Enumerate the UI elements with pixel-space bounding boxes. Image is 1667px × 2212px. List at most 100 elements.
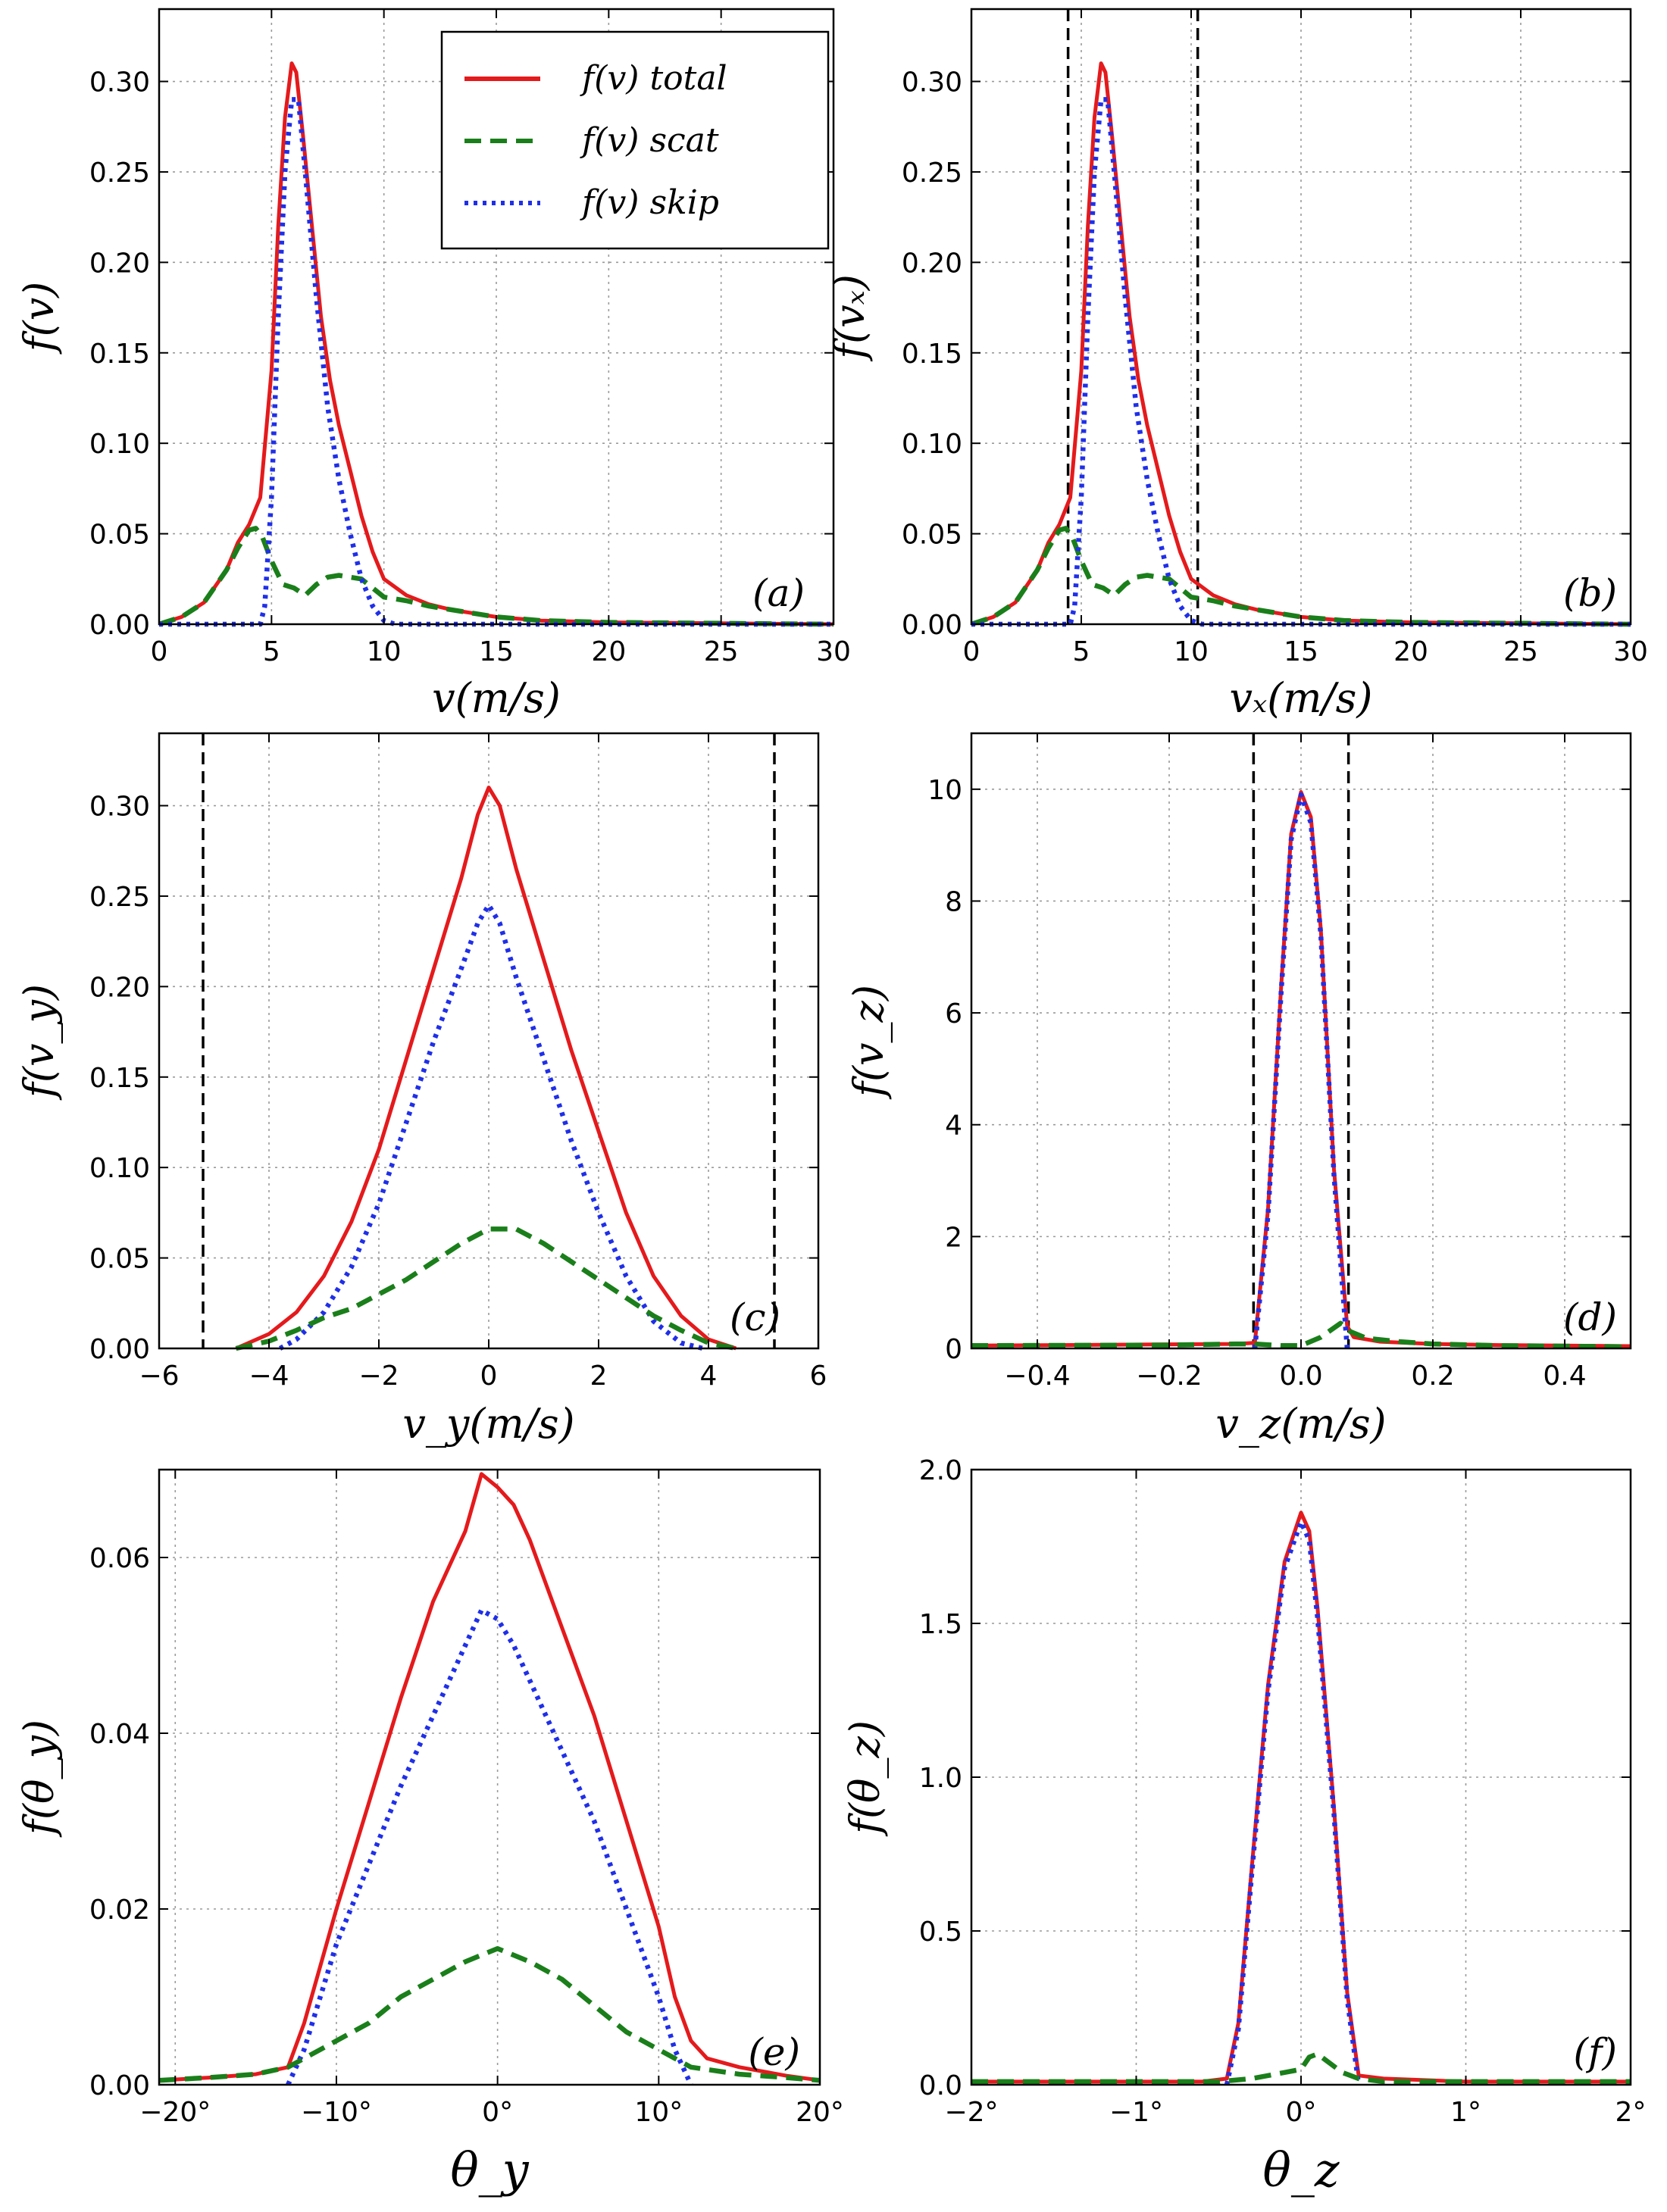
x-tick-label-b-3: 15 bbox=[1284, 636, 1318, 667]
series-e bbox=[158, 1472, 821, 2086]
series-scat-d bbox=[971, 1320, 1631, 1350]
y-tick-label-a-1: 0.05 bbox=[89, 520, 150, 551]
y-tick-label-c-0: 0.00 bbox=[89, 1334, 150, 1365]
ticks-c: −6 −4 −2 0 2 4 6 0.00 0.05 0.10 0.15 0.20 0.25 0.30 bbox=[89, 733, 827, 1392]
series-skip-e bbox=[286, 1607, 693, 2086]
series-skip-c bbox=[278, 902, 704, 1351]
y-tick-label-b-6: 0.30 bbox=[902, 67, 962, 98]
x-axis-label-a: v(m/s) bbox=[432, 674, 561, 722]
y-tick-label-a-2: 0.10 bbox=[89, 429, 150, 460]
y-tick-label-c-2: 0.10 bbox=[89, 1153, 150, 1184]
x-tick-label-c-4: 2 bbox=[590, 1361, 608, 1392]
series-scat-e bbox=[158, 1945, 821, 2083]
x-tick-label-c-2: −2 bbox=[358, 1361, 399, 1392]
y-tick-label-c-4: 0.20 bbox=[89, 972, 150, 1003]
ticks-b: 0 5 10 15 20 25 30 0.00 0.05 0.10 0.15 0.20 0.25 0.30 bbox=[902, 9, 1648, 667]
legend-label-skip: f(v) skip bbox=[580, 183, 719, 222]
series-total-b bbox=[971, 61, 1631, 626]
panel-label-f: (f) bbox=[1573, 2030, 1617, 2074]
panel-d: −0.4 −0.2 0.0 0.2 0.4 0 2 4 6 8 10 v_z(m/s) f(v_z)… bbox=[845, 732, 1632, 1448]
x-axis-label-f: θ_z bbox=[1263, 2142, 1340, 2198]
x-tick-label-b-2: 10 bbox=[1174, 636, 1209, 667]
grid-c bbox=[159, 733, 818, 1348]
x-tick-label-b-5: 25 bbox=[1503, 636, 1538, 667]
x-axis-label-b: vₓ(m/s) bbox=[1230, 674, 1373, 722]
x-tick-label-f-3: 1° bbox=[1450, 2097, 1481, 2128]
panel-label-e: (e) bbox=[748, 2030, 800, 2074]
legend-label-scat: f(v) scat bbox=[580, 121, 719, 160]
x-tick-label-f-1: −1° bbox=[1109, 2097, 1163, 2128]
x-tick-label-b-6: 30 bbox=[1613, 636, 1648, 667]
x-tick-label-c-0: −6 bbox=[139, 1361, 179, 1392]
y-tick-label-a-5: 0.25 bbox=[89, 158, 150, 189]
x-tick-label-a-0: 0 bbox=[151, 636, 168, 667]
x-tick-label-c-6: 6 bbox=[810, 1361, 827, 1392]
x-tick-label-a-2: 10 bbox=[367, 636, 402, 667]
x-axis-label-e: θ_y bbox=[450, 2142, 529, 2198]
series-total-c bbox=[235, 786, 737, 1351]
x-axis-label-d: v_z(m/s) bbox=[1215, 1400, 1386, 1448]
panel-b: 0 5 10 15 20 25 30 0.00 0.05 0.10 0.15 0.20 0.25 0.30… bbox=[826, 8, 1648, 722]
y-tick-label-f-0: 0.0 bbox=[919, 2070, 962, 2101]
series-total-e bbox=[158, 1472, 821, 2082]
x-tick-label-b-0: 0 bbox=[963, 636, 980, 667]
x-tick-label-a-6: 30 bbox=[816, 636, 851, 667]
panel-e: −20° −10° 0° 10° 20° 0.00 0.02 0.04 0.06 θ_y f(θ… bbox=[15, 1468, 844, 2198]
panel-label-c: (c) bbox=[730, 1295, 780, 1339]
x-tick-label-d-1: −0.2 bbox=[1136, 1361, 1202, 1392]
legend: f(v) total f(v) scat f(v) skip bbox=[440, 30, 830, 250]
y-tick-label-b-3: 0.15 bbox=[902, 339, 962, 370]
x-tick-label-c-1: −4 bbox=[249, 1361, 289, 1392]
y-axis-label-b: f(vₓ) bbox=[826, 274, 874, 362]
y-tick-label-c-6: 0.30 bbox=[89, 792, 150, 823]
y-tick-label-d-1: 2 bbox=[945, 1222, 962, 1253]
series-f bbox=[971, 1511, 1631, 2085]
x-tick-label-e-2: 0° bbox=[482, 2097, 513, 2128]
series-skip-a bbox=[159, 97, 834, 627]
series-skip-b bbox=[971, 97, 1631, 627]
series-skip-f bbox=[1224, 1519, 1362, 2085]
y-tick-label-f-2: 1.0 bbox=[919, 1763, 962, 1794]
x-tick-label-f-2: 0° bbox=[1286, 2097, 1317, 2128]
x-tick-label-b-4: 20 bbox=[1393, 636, 1428, 667]
x-tick-label-a-3: 15 bbox=[479, 636, 514, 667]
y-tick-label-f-3: 1.5 bbox=[919, 1609, 962, 1640]
panel-label-b: (b) bbox=[1563, 571, 1617, 615]
y-tick-label-b-0: 0.00 bbox=[902, 610, 962, 641]
panel-f: −2° −1° 0° 1° 2° 0.0 0.5 1.0 1.5 2.0 θ_z f(θ_z) (… bbox=[841, 1455, 1646, 2198]
frame-e bbox=[158, 1468, 821, 2086]
y-tick-label-a-0: 0.00 bbox=[89, 610, 150, 641]
grid-f bbox=[971, 1470, 1631, 2085]
y-tick-label-b-4: 0.20 bbox=[902, 248, 962, 279]
x-tick-label-d-0: −0.4 bbox=[1004, 1361, 1070, 1392]
series-scat-a bbox=[158, 526, 834, 627]
legend-label-total: f(v) total bbox=[580, 59, 727, 98]
ticks-d: −0.4 −0.2 0.0 0.2 0.4 0 2 4 6 8 10 bbox=[927, 733, 1631, 1392]
y-tick-label-f-1: 0.5 bbox=[919, 1917, 962, 1948]
grid-d bbox=[971, 733, 1631, 1348]
x-tick-label-d-3: 0.2 bbox=[1411, 1361, 1454, 1392]
y-tick-label-d-2: 4 bbox=[945, 1111, 962, 1142]
ticks-a: 0 5 10 15 20 25 30 0.00 0.05 0.10 0.15 0.20 0.25 0.30 bbox=[89, 9, 851, 667]
y-tick-label-d-4: 8 bbox=[945, 886, 962, 917]
x-tick-label-e-0: −20° bbox=[139, 2097, 211, 2128]
x-tick-label-e-3: 10° bbox=[634, 2097, 683, 2128]
y-tick-label-e-1: 0.02 bbox=[89, 1895, 150, 1926]
y-tick-label-c-1: 0.05 bbox=[89, 1244, 150, 1275]
series-a bbox=[158, 61, 834, 627]
x-tick-label-a-1: 5 bbox=[263, 636, 280, 667]
panel-label-a: (a) bbox=[752, 571, 805, 615]
y-axis-label-f: f(θ_z) bbox=[841, 1720, 889, 1837]
x-tick-label-a-4: 20 bbox=[591, 636, 626, 667]
x-tick-label-f-0: −2° bbox=[944, 2097, 998, 2128]
ticks-f: −2° −1° 0° 1° 2° 0.0 0.5 1.0 1.5 2.0 bbox=[919, 1455, 1647, 2128]
y-tick-label-c-5: 0.25 bbox=[89, 882, 150, 913]
x-tick-label-d-2: 0.0 bbox=[1279, 1361, 1322, 1392]
x-tick-label-e-1: −10° bbox=[301, 2097, 372, 2128]
y-tick-label-b-5: 0.25 bbox=[902, 158, 962, 189]
grid-e bbox=[159, 1470, 820, 2085]
y-tick-label-a-6: 0.30 bbox=[89, 67, 150, 98]
x-tick-label-d-4: 0.4 bbox=[1543, 1361, 1586, 1392]
x-tick-label-e-4: 20° bbox=[796, 2097, 844, 2128]
